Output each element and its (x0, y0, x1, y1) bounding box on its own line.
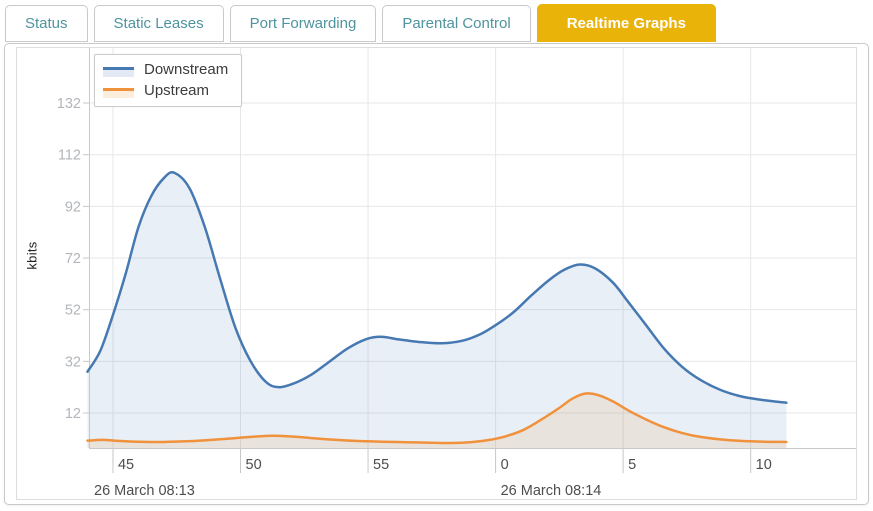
content-panel: 12 32 52 72 92 112 132 45 50 55 0 5 10 26 March 08:13… (4, 43, 869, 505)
x-gridlines (112, 48, 752, 449)
tab-port-forwarding[interactable]: Port Forwarding (229, 5, 377, 42)
chart-widget: 12 32 52 72 92 112 132 45 50 55 0 5 10 26 March 08:13… (16, 47, 857, 500)
tab-status[interactable]: Status (5, 5, 88, 42)
svg-text:10: 10 (756, 457, 772, 473)
legend-item-downstream: Downstream (103, 61, 228, 78)
series-line-downstream (86, 171, 788, 404)
realtime-traffic-chart: 12 32 52 72 92 112 132 45 50 55 0 5 10 26 March 08:13… (57, 48, 856, 499)
svg-text:50: 50 (246, 457, 262, 473)
legend-label-upstream: Upstream (144, 82, 210, 99)
chart-legend: Downstream Upstream (94, 54, 243, 107)
series-fill-upstream (87, 393, 787, 448)
legend-label-downstream: Downstream (144, 61, 229, 78)
svg-text:112: 112 (58, 148, 81, 164)
legend-item-upstream: Upstream (103, 82, 228, 99)
upstream-area-swatch (103, 83, 134, 98)
y-tick-labels: 12 32 52 72 92 112 132 (57, 96, 81, 422)
tab-static-leases[interactable]: Static Leases (93, 5, 224, 42)
series-line-upstream (86, 392, 788, 445)
svg-text:26 March 08:13: 26 March 08:13 (94, 483, 195, 499)
svg-text:72: 72 (65, 251, 81, 267)
svg-text:32: 32 (65, 354, 81, 370)
svg-text:12: 12 (65, 406, 81, 422)
tick-marks (83, 102, 752, 473)
y-axis-title: kbits (24, 241, 40, 270)
x-date-labels: 26 March 08:13 26 March 08:14 (94, 483, 601, 499)
svg-text:0: 0 (501, 457, 509, 473)
tab-realtime-graphs[interactable]: Realtime Graphs (536, 4, 716, 42)
svg-text:45: 45 (118, 457, 134, 473)
tab-bar: Status Static Leases Port Forwarding Par… (5, 4, 716, 42)
x-tick-labels: 45 50 55 0 5 10 (118, 457, 772, 473)
downstream-area-swatch (103, 62, 134, 77)
svg-text:5: 5 (628, 457, 636, 473)
svg-text:132: 132 (57, 96, 81, 112)
svg-text:52: 52 (65, 303, 81, 319)
svg-text:55: 55 (373, 457, 389, 473)
axis-borders (89, 48, 856, 449)
svg-text:26 March 08:14: 26 March 08:14 (501, 483, 602, 499)
svg-text:92: 92 (65, 199, 81, 215)
tab-parental-control[interactable]: Parental Control (382, 5, 531, 42)
